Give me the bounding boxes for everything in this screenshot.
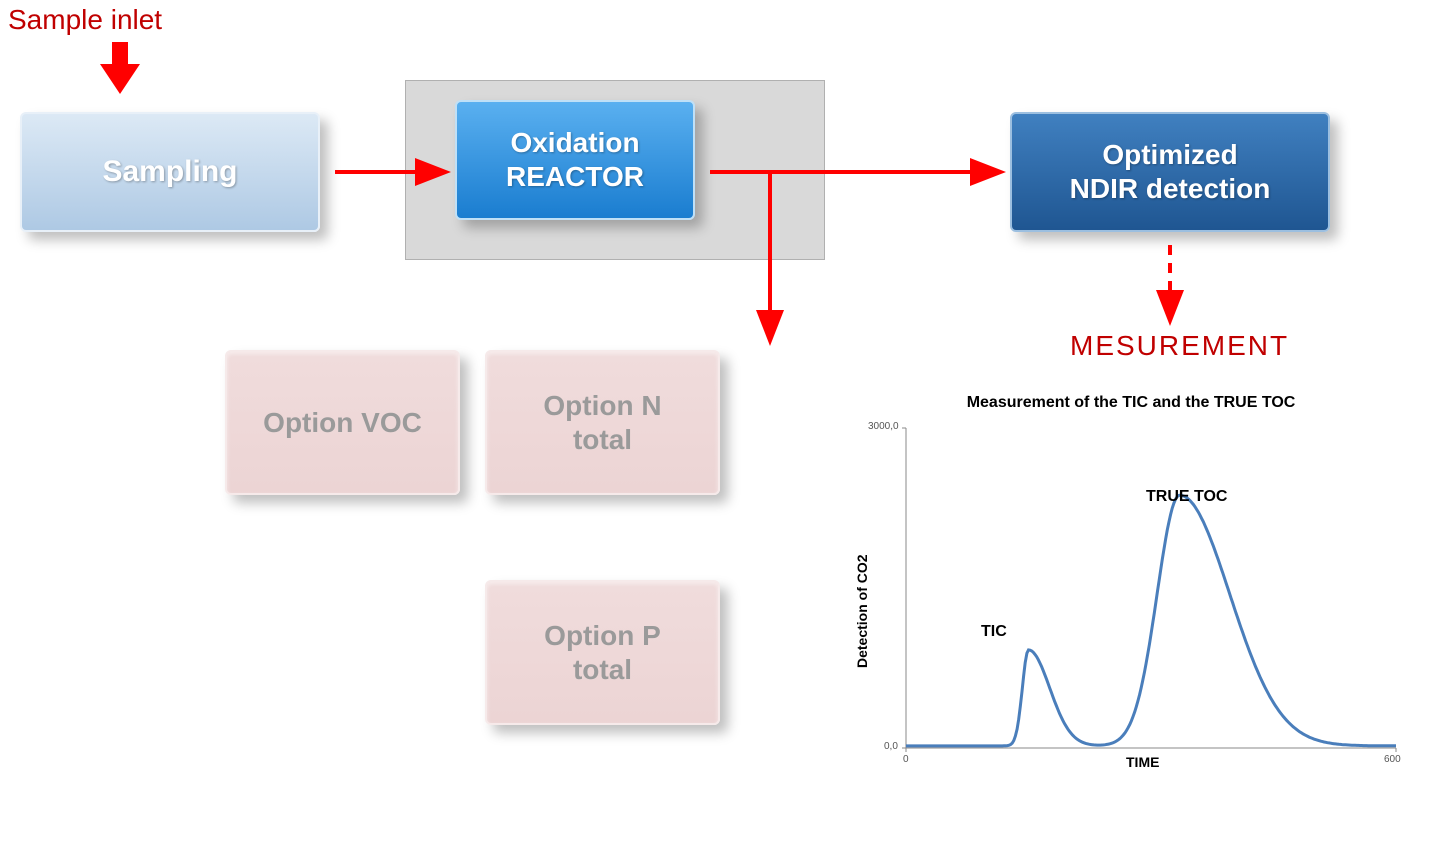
ndir-box: Optimized NDIR detection: [1010, 112, 1330, 232]
sampling-label: Sampling: [102, 154, 237, 190]
peak-label-tic: TIC: [981, 623, 1007, 641]
ndir-label-1: Optimized: [1070, 138, 1271, 172]
sampling-box: Sampling: [20, 112, 320, 232]
tic-toc-chart: Measurement of the TIC and the TRUE TOC …: [836, 388, 1426, 808]
ytick-min: 0,0: [884, 741, 898, 752]
option-p-label-1: Option P: [544, 619, 661, 653]
option-p-label-2: total: [544, 653, 661, 687]
reactor-label-2: REACTOR: [506, 160, 644, 194]
option-n-label-1: Option N: [543, 389, 661, 423]
reactor-box: Oxidation REACTOR: [455, 100, 695, 220]
reactor-label-1: Oxidation: [506, 126, 644, 160]
option-voc-label: Option VOC: [263, 406, 422, 440]
sample-inlet-label: Sample inlet: [8, 4, 162, 36]
xtick-max: 600: [1384, 754, 1401, 765]
option-n-box: Option N total: [485, 350, 720, 495]
option-n-label-2: total: [543, 423, 661, 457]
chart-line: [906, 495, 1396, 746]
ndir-label-2: NDIR detection: [1070, 172, 1271, 206]
option-p-box: Option P total: [485, 580, 720, 725]
option-voc-box: Option VOC: [225, 350, 460, 495]
chart-xlabel: TIME: [1126, 754, 1159, 770]
sample-inlet-arrow-icon: [100, 42, 140, 97]
xtick-min: 0: [903, 754, 909, 765]
peak-label-toc: TRUE TOC: [1146, 488, 1227, 506]
chart-plot: [836, 388, 1426, 808]
ytick-max: 3000,0: [868, 421, 899, 432]
mesurement-label: MESUREMENT: [1070, 330, 1289, 362]
